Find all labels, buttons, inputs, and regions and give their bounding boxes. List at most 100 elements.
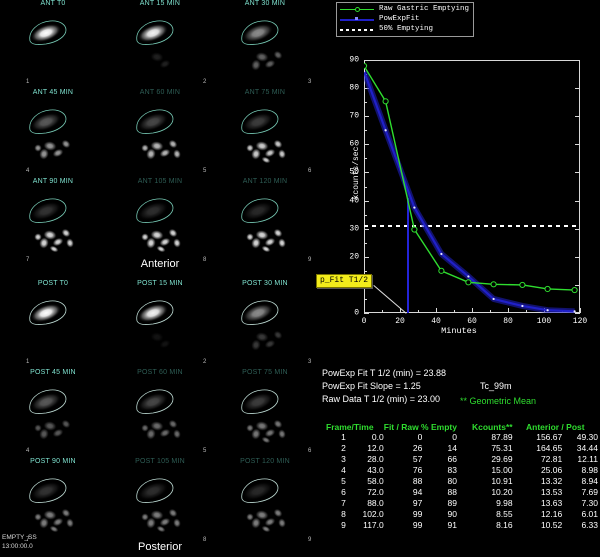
chart-legend: Raw Gastric Emptying PowExpFit 50% Empty… — [336, 2, 475, 37]
cell-raw: 80 — [447, 476, 457, 486]
frame-number: 4 — [26, 168, 30, 174]
scan-image — [241, 478, 287, 533]
data-point[interactable] — [544, 285, 551, 293]
anterior-frame-3[interactable]: ANT 30 MIN 3 — [212, 0, 318, 86]
data-point[interactable] — [440, 252, 443, 256]
posterior-frame-2[interactable]: POST 15 MIN 2 — [107, 280, 213, 366]
data-point[interactable] — [413, 206, 416, 209]
legend-item-raw-gastric-emptying: Raw Gastric Emptying — [340, 4, 469, 14]
scan-image — [29, 109, 71, 160]
x-tick-label: 100 — [536, 317, 552, 326]
frame-number: 9 — [308, 537, 312, 543]
cell-fit: 57 — [412, 454, 423, 464]
y-tick — [364, 88, 369, 90]
cell-anterior: 12.16 — [540, 509, 563, 519]
data-point[interactable] — [364, 62, 368, 70]
table-row[interactable]: 8 102.0 99 90 8.55 12.16 6.01 — [320, 509, 598, 520]
cell-raw: 88 — [447, 487, 457, 497]
frame-label: POST 45 MIN — [30, 369, 76, 376]
frame-label: ANT 30 MIN — [244, 0, 286, 7]
data-point[interactable] — [465, 279, 472, 286]
posterior-frame-5[interactable]: POST 60 MIN 5 — [107, 369, 213, 455]
y-tick — [364, 256, 369, 258]
y-tick-label: 30 — [349, 224, 359, 234]
legend-item-50-percent-emptying: 50% Emptying — [340, 24, 469, 34]
cell-anterior: 156.67 — [536, 432, 563, 442]
frame-label: POST 75 MIN — [242, 369, 288, 376]
scan-image — [241, 109, 287, 164]
data-point[interactable] — [521, 304, 524, 308]
data-point[interactable] — [384, 129, 387, 132]
data-point[interactable] — [438, 267, 445, 274]
x-tick — [400, 308, 401, 313]
table-row[interactable]: 4 43.0 76 83 15.00 25.06 8.98 — [320, 465, 598, 476]
geometric-mean-note: ** Geometric Mean — [460, 396, 537, 406]
anterior-frame-2[interactable]: ANT 15 MIN 2 — [107, 0, 213, 86]
posterior-frame-4[interactable]: POST 45 MIN 4 — [0, 369, 106, 455]
cell-frame: 7 — [341, 498, 346, 508]
frame-label: POST 90 MIN — [30, 458, 76, 465]
cell-frame: 5 — [341, 476, 346, 486]
anterior-frame-5[interactable]: ANT 60 MIN 5 — [107, 89, 213, 175]
posterior-frame-7[interactable]: POST 90 MIN 7 — [0, 458, 106, 544]
anterior-frame-8[interactable]: ANT 105 MIN 8 — [107, 178, 213, 264]
data-point[interactable] — [467, 275, 470, 278]
table-row[interactable]: 9 117.0 99 91 8.16 10.52 6.33 — [320, 520, 598, 531]
table-row[interactable]: 2 12.0 26 14 75.31 164.65 34.44 — [320, 443, 598, 454]
anterior-frame-6[interactable]: ANT 75 MIN 6 — [212, 89, 318, 175]
y-tick-minor — [364, 186, 367, 188]
powexp-fit-t12-callout[interactable]: p_Fit T1/2 — [316, 273, 373, 288]
frame-number: 1 — [26, 79, 30, 85]
cell-anterior: 164.65 — [536, 443, 563, 453]
posterior-frame-1[interactable]: POST T0 1 — [0, 280, 106, 366]
anterior-frame-9[interactable]: ANT 120 MIN 9 — [212, 178, 318, 264]
table-row[interactable]: 3 28.0 57 66 29.69 72.81 12.11 — [320, 454, 598, 465]
cell-kcounts: 29.69 — [491, 454, 513, 464]
data-point[interactable] — [364, 70, 366, 73]
x-tick-label: 40 — [431, 317, 441, 326]
table-row[interactable]: 7 88.0 97 89 9.98 13.63 7.30 — [320, 498, 598, 509]
data-point[interactable] — [546, 309, 549, 312]
table-row[interactable]: 1 0.0 0 0 87.89 156.67 49.30 — [320, 432, 598, 443]
scan-image — [136, 478, 182, 533]
data-point[interactable] — [490, 281, 497, 288]
frame-number: 8 — [203, 257, 207, 263]
cell-kcounts: 10.91 — [491, 476, 513, 486]
cell-post: 6.33 — [581, 520, 598, 530]
scan-image — [136, 198, 182, 253]
frame-label: ANT 90 MIN — [32, 178, 74, 185]
data-point[interactable] — [382, 98, 389, 105]
data-point[interactable] — [571, 286, 578, 294]
posterior-frame-9[interactable]: POST 120 MIN 9 — [212, 458, 318, 544]
cell-raw: 91 — [447, 520, 457, 530]
y-tick-minor — [364, 130, 367, 132]
posterior-frame-8[interactable]: POST 105 MIN 8 — [107, 458, 213, 544]
cell-frame: 6 — [341, 487, 346, 497]
anterior-frame-7[interactable]: ANT 90 MIN 7 — [0, 178, 106, 264]
chart-series-svg — [364, 62, 578, 313]
table-row[interactable]: 5 58.0 88 80 10.91 13.32 8.94 — [320, 476, 598, 487]
x-tick — [472, 308, 473, 313]
legend-label-raw: Raw Gastric Emptying — [379, 5, 470, 13]
legend-item-powexpfit: PowExpFit — [340, 14, 469, 24]
cell-kcounts: 9.98 — [496, 498, 513, 508]
y-tick-label: 80 — [349, 83, 359, 93]
cell-kcounts: 15.00 — [491, 465, 513, 475]
data-point[interactable] — [573, 310, 576, 313]
scan-image — [29, 478, 75, 533]
table-row[interactable]: 6 72.0 94 88 10.20 13.53 7.69 — [320, 487, 598, 498]
scan-image — [29, 300, 67, 325]
y-tick-label: 60 — [349, 139, 359, 149]
posterior-frame-6[interactable]: POST 75 MIN 6 — [212, 369, 318, 455]
cell-kcounts: 10.20 — [491, 487, 513, 497]
frame-number: 4 — [26, 448, 30, 454]
posterior-frame-3[interactable]: POST 30 MIN 3 — [212, 280, 318, 366]
chart-x-axis-label: Minutes — [441, 326, 477, 336]
scan-image — [136, 20, 174, 69]
data-point[interactable] — [519, 281, 526, 289]
anterior-frame-4[interactable]: ANT 45 MIN 4 — [0, 89, 106, 175]
gastric-emptying-data-table: Frame/Time Fit / Raw % Empty Kcounts** A… — [320, 422, 598, 531]
data-point[interactable] — [492, 297, 495, 301]
data-point[interactable] — [411, 226, 418, 233]
anterior-frame-1[interactable]: ANT T0 1 — [0, 0, 106, 86]
